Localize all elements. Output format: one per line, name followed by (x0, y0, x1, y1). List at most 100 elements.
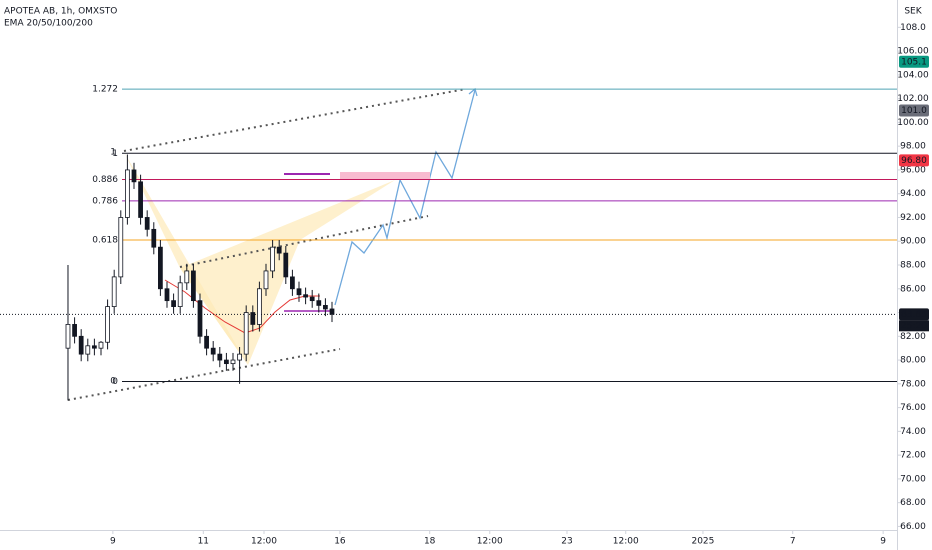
y-tick-label: 68.00 (900, 498, 926, 508)
y-tick-label: 104.00 (897, 70, 929, 80)
y-tick-label: 108.0 (900, 23, 926, 33)
candle-body (111, 276, 117, 307)
candle-body (191, 270, 196, 302)
price-badge (899, 154, 929, 167)
x-tick-label: 23 (561, 537, 572, 547)
candle-body (270, 246, 275, 272)
x-tick-label: 16 (334, 537, 346, 547)
candle-body (72, 324, 77, 337)
y-tick-label: 102.00 (897, 94, 929, 104)
candle-body (309, 296, 315, 302)
candle-body (184, 270, 190, 284)
y-tick-label: 94.00 (900, 189, 926, 199)
price-badge (899, 55, 929, 68)
price-badge-label: 83.85 (901, 310, 927, 320)
x-tick-label: 12:00 (251, 537, 277, 547)
currency: SEK (904, 7, 922, 17)
candle-body (98, 341, 104, 349)
x-tick-label: 18 (424, 537, 436, 547)
y-tick-label: 72.00 (900, 451, 926, 461)
candle-body (131, 169, 137, 183)
y-tick-label: 90.00 (900, 237, 926, 247)
candle-body (329, 308, 335, 315)
y-tick-label: 88.00 (900, 261, 926, 271)
price-badge (899, 308, 929, 321)
candle-body (296, 288, 302, 296)
zone (340, 172, 430, 179)
x-tick-label: 9 (110, 537, 116, 547)
candle-body (210, 347, 216, 355)
fib-label: 1 (112, 149, 118, 159)
y-tick-label: 76.00 (900, 403, 926, 413)
y-tick-label: 80.00 (900, 356, 926, 366)
fib-label: 0.786 (92, 196, 118, 206)
candle-body (158, 246, 163, 290)
x-tick-label: 2025 (691, 537, 714, 547)
y-tick-label: 98.00 (900, 142, 926, 152)
candle-body (197, 300, 203, 337)
candle-body (138, 181, 143, 218)
x-tick-label: 12:00 (613, 537, 639, 547)
countdown-label: 25:20 (901, 321, 927, 331)
candle-body (230, 359, 236, 365)
candle-body (144, 217, 150, 230)
y-tick-label: 78.00 (900, 379, 926, 389)
price-badge (899, 104, 929, 117)
candle-body (224, 359, 229, 365)
candle-body (204, 335, 209, 349)
y-tick-label: 92.00 (900, 213, 926, 223)
candle-body (177, 282, 183, 307)
candle-body (283, 252, 289, 278)
x-tick-label: 12:00 (477, 537, 503, 547)
candle-body (217, 353, 223, 361)
candle-body (250, 312, 256, 325)
candle-body (237, 353, 242, 361)
y-tick-label: 66.00 (900, 522, 926, 532)
price-badge-label: 105.1 (901, 57, 927, 67)
candle-body (151, 228, 157, 248)
y-tick-label: 96.00 (900, 165, 926, 175)
candle-body (323, 305, 328, 310)
price-badge-label: 101.0 (901, 106, 927, 116)
candle-body (276, 246, 282, 254)
y-tick-label: 106.00 (897, 47, 929, 57)
channel-mid (179, 215, 429, 268)
y-tick-label: 86.00 (900, 284, 926, 294)
candle-body (118, 217, 124, 278)
candle-body (257, 288, 262, 325)
candle-body (85, 345, 91, 355)
point-label: 0 (110, 377, 116, 387)
candle-body (243, 312, 249, 355)
channel-low (67, 348, 341, 401)
chart-title: APOTEA AB, 1h, OMXSTO (4, 7, 117, 17)
candle-body (125, 169, 130, 218)
projection-path (334, 89, 476, 306)
candle-body (164, 288, 170, 302)
fib-label: 0 (112, 377, 118, 387)
candle-body (92, 345, 97, 349)
pattern-right (180, 180, 395, 365)
x-tick-label: 7 (790, 537, 796, 547)
fib-label: 0.886 (92, 175, 118, 185)
candle-body (303, 294, 308, 298)
point-label: 1 (110, 148, 116, 158)
candle-body (65, 324, 71, 349)
y-tick-label: 100.00 (897, 118, 929, 128)
candle-body (78, 335, 84, 355)
y-tick-label: 82.00 (900, 332, 926, 342)
x-tick-label: 11 (198, 537, 209, 547)
candle-body (290, 276, 295, 290)
x-tick-label: 9 (880, 537, 886, 547)
candle-body (105, 306, 110, 343)
candle-body (316, 300, 322, 306)
y-tick-label: 70.00 (900, 474, 926, 484)
candle-body (171, 300, 176, 307)
countdown-badge (899, 320, 929, 332)
channel-high (123, 88, 467, 152)
y-tick-label: 74.00 (900, 427, 926, 437)
fib-label: 0.618 (92, 236, 118, 246)
price-badge-label: 96.80 (901, 156, 927, 166)
fib-label: 1.272 (92, 85, 118, 95)
